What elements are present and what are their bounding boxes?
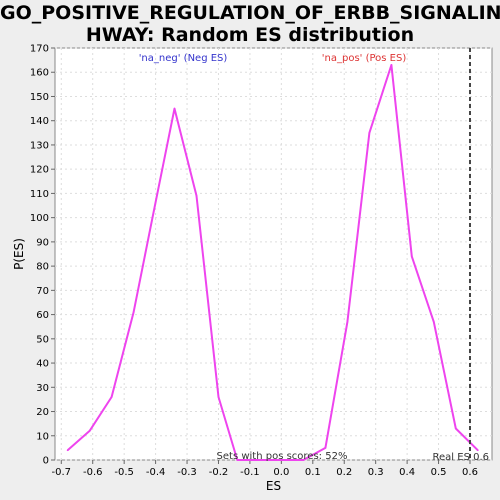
data-point [477, 450, 479, 452]
data-point [411, 256, 413, 258]
x-tick-label: -0.6 [83, 467, 103, 478]
y-tick-label: 20 [36, 407, 49, 418]
x-tick-label: -0.1 [240, 467, 260, 478]
x-tick-label: 0.0 [273, 467, 289, 478]
y-tick-label: 60 [36, 310, 49, 321]
y-tick-label: 80 [36, 262, 49, 273]
x-tick-label: 0.3 [368, 467, 384, 478]
data-point [433, 321, 435, 323]
data-point [111, 396, 113, 398]
data-point [347, 321, 349, 323]
data-point [218, 396, 220, 398]
y-tick-label: 90 [36, 237, 49, 248]
y-axis-ticks: 0 10 20 30 40 50 60 70 80 90 100 110 120 130 140 150 160… [30, 44, 55, 467]
x-tick-label: 0.1 [305, 467, 321, 478]
y-tick-label: 110 [30, 189, 49, 200]
y-tick-label: 150 [30, 92, 49, 103]
y-tick-label: 0 [43, 456, 49, 467]
y-tick-label: 50 [36, 334, 49, 345]
x-tick-label: -0.4 [146, 467, 166, 478]
real-es-label: Real ES 0.6 [433, 452, 489, 463]
y-tick-label: 130 [30, 140, 49, 151]
x-tick-label: 0.5 [431, 467, 447, 478]
x-axis-label: ES [266, 479, 281, 493]
y-tick-label: 40 [36, 359, 49, 370]
data-point [325, 447, 327, 449]
data-point [89, 430, 91, 432]
legend-pos-es: 'na_pos' (Pos ES) [322, 53, 407, 64]
y-axis-label: P(ES) [12, 238, 26, 270]
data-point [174, 108, 176, 110]
data-point [196, 195, 198, 197]
pos-scores-note: Sets with pos scores: 52% [217, 451, 348, 462]
data-point [133, 311, 135, 313]
y-tick-label: 100 [30, 213, 49, 224]
data-point [152, 217, 154, 219]
x-tick-label: 0.4 [399, 467, 415, 478]
y-tick-label: 140 [30, 116, 49, 127]
x-tick-label: -0.5 [114, 467, 134, 478]
x-tick-label: -0.3 [177, 467, 197, 478]
data-point [67, 450, 69, 452]
y-tick-label: 10 [36, 431, 49, 442]
y-tick-label: 30 [36, 383, 49, 394]
legend-neg-es: 'na_neg' (Neg ES) [139, 53, 228, 64]
y-tick-label: 160 [30, 68, 49, 79]
x-axis-ticks: -0.7 -0.6 -0.5 -0.4 -0.3 -0.2 -0.1 0.0 0.1 0.2 0.3… [52, 460, 478, 478]
y-tick-label: 120 [30, 165, 49, 176]
x-tick-label: -0.2 [209, 467, 229, 478]
x-tick-label: -0.7 [52, 467, 72, 478]
data-point [391, 64, 393, 66]
data-point [369, 132, 371, 134]
y-tick-label: 70 [36, 286, 49, 297]
x-tick-label: 0.2 [336, 467, 352, 478]
plot-area [55, 48, 492, 460]
data-point [455, 428, 457, 430]
x-tick-label: 0.6 [462, 467, 478, 478]
y-tick-label: 170 [30, 44, 49, 55]
